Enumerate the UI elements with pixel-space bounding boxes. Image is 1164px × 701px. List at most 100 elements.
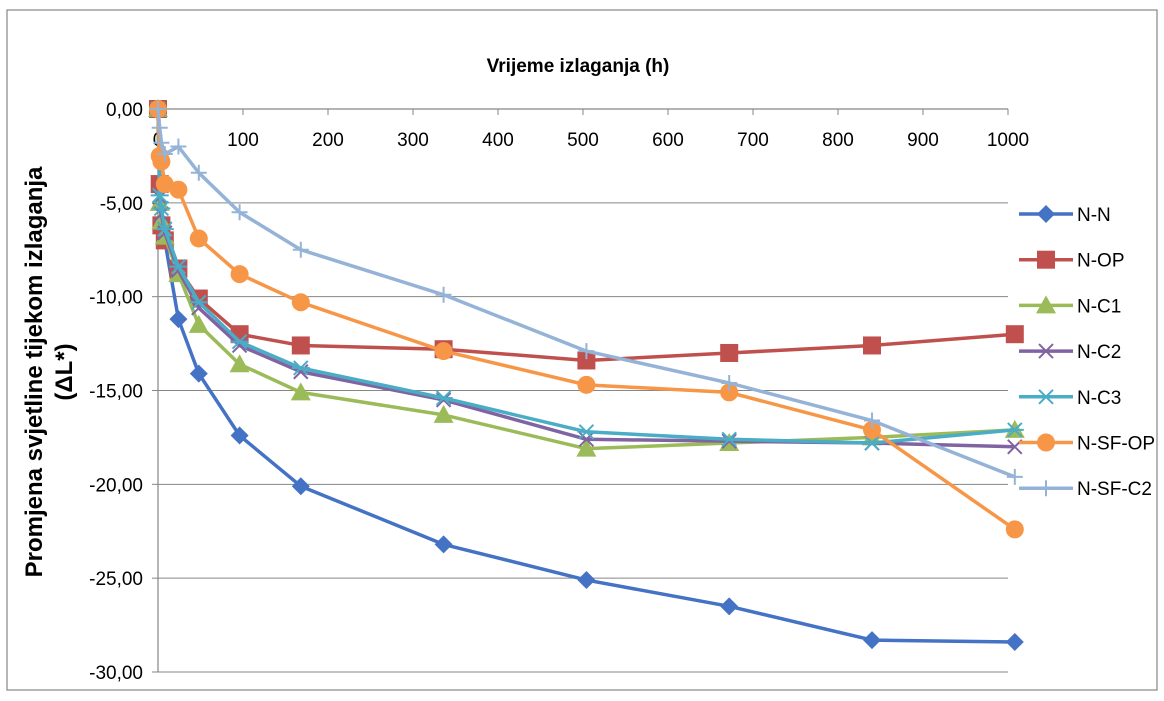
x-tick-label: 800 — [822, 130, 854, 151]
data-point — [863, 336, 881, 355]
x-ticks: 0 100 200 300 400 500 600 700 800 900 1000 — [153, 109, 1029, 151]
data-point — [170, 138, 187, 155]
x-tick-label: 1000 — [987, 130, 1029, 151]
data-point — [169, 180, 188, 199]
data-point — [576, 438, 597, 457]
legend-label: N-SF-OP — [1077, 434, 1155, 455]
y-tick-label: -5,00 — [100, 194, 143, 215]
y-tick-label: -25,00 — [89, 569, 143, 590]
data-point — [434, 390, 453, 406]
legend-item: N-SF-C2 — [1019, 479, 1152, 500]
data-point — [863, 631, 881, 650]
data-point — [152, 200, 171, 217]
y-axis-title-line1: Promjena svjetline tijekom izlaganja — [21, 166, 48, 577]
y-tick-label: -15,00 — [89, 382, 143, 403]
data-point — [156, 146, 173, 163]
data-point — [1005, 422, 1024, 438]
data-point — [863, 420, 881, 439]
data-point — [720, 431, 739, 448]
y-tick-label: -20,00 — [89, 475, 143, 496]
legend-label: N-N — [1077, 205, 1111, 226]
x-tick-label: 200 — [312, 130, 344, 151]
data-point — [720, 343, 739, 362]
data-point — [291, 336, 310, 355]
data-point — [189, 364, 208, 383]
data-point — [1037, 205, 1055, 223]
data-point — [1006, 468, 1023, 485]
y-tick-label: -30,00 — [89, 663, 143, 684]
x-tick-label: 600 — [652, 130, 684, 151]
data-point — [577, 351, 596, 370]
legend-label: N-C3 — [1077, 388, 1121, 409]
data-point — [189, 294, 208, 311]
legend: N-N N-OP N-C1 N-C2 N-C3 N-SF-OP N-SF-C2 — [1019, 205, 1155, 500]
legend-item: N-N — [1019, 205, 1111, 226]
data-point — [863, 435, 881, 451]
data-point — [577, 571, 596, 590]
data-point — [435, 286, 452, 303]
data-point — [1037, 433, 1055, 452]
data-point — [150, 101, 166, 117]
data-point — [720, 597, 739, 616]
x-tick-label: 700 — [737, 130, 769, 151]
data-point — [169, 258, 188, 275]
data-point — [231, 204, 248, 221]
data-point — [577, 424, 596, 440]
data-point — [229, 354, 250, 373]
data-point — [292, 241, 309, 258]
x-tick-label: 900 — [907, 130, 939, 151]
data-point — [578, 343, 595, 360]
data-point — [1005, 325, 1024, 344]
y-ticks: 0,00 -5,00 -10,00 -15,00 -20,00 -25,00 -30,00 — [89, 100, 158, 684]
data-point — [189, 229, 208, 248]
data-point — [721, 433, 737, 449]
legend-item: N-C1 — [1019, 295, 1121, 317]
legend-label: N-C1 — [1077, 296, 1121, 317]
legend-item: N-C3 — [1019, 388, 1121, 409]
data-point — [290, 382, 311, 401]
data-point — [721, 374, 738, 391]
legend-label: N-SF-C2 — [1077, 479, 1152, 500]
data-point — [151, 119, 168, 136]
data-point — [1005, 632, 1024, 651]
data-point — [1036, 295, 1056, 314]
data-point — [434, 342, 453, 361]
data-point — [155, 221, 174, 237]
data-point — [230, 426, 249, 445]
data-point — [291, 293, 310, 312]
x-tick-label: 400 — [482, 130, 514, 151]
data-point — [1037, 250, 1055, 269]
data-point — [230, 265, 249, 284]
data-point — [434, 535, 453, 554]
data-point — [578, 431, 595, 448]
data-point — [1037, 389, 1055, 405]
data-point — [864, 412, 880, 429]
x-tick-label: 300 — [397, 130, 429, 151]
data-point — [155, 175, 174, 194]
series-lines — [148, 99, 1025, 651]
data-point — [1038, 343, 1054, 359]
data-point — [169, 310, 188, 329]
data-point — [433, 404, 454, 423]
data-point — [1038, 480, 1054, 497]
legend-item: N-OP — [1019, 250, 1125, 272]
y-tick-label: -10,00 — [89, 288, 143, 309]
legend-item: N-SF-OP — [1019, 433, 1155, 455]
series-n-sf-c2 — [150, 101, 1023, 485]
y-tick-label: 0,00 — [106, 100, 143, 121]
legend-label: N-C2 — [1077, 342, 1121, 363]
y-axis-title-line2: (ΔL*) — [51, 343, 78, 400]
legend-item: N-C2 — [1019, 342, 1121, 363]
x-axis-title: Vrijeme izlaganja (h) — [487, 56, 670, 77]
data-point — [435, 392, 452, 408]
data-point — [188, 314, 209, 333]
data-point — [230, 333, 249, 350]
data-point — [291, 477, 310, 496]
data-point — [291, 360, 310, 376]
data-point — [1005, 520, 1024, 539]
x-tick-label: 500 — [567, 130, 599, 151]
data-point — [720, 383, 739, 402]
data-point — [190, 164, 207, 181]
data-point — [153, 134, 170, 151]
